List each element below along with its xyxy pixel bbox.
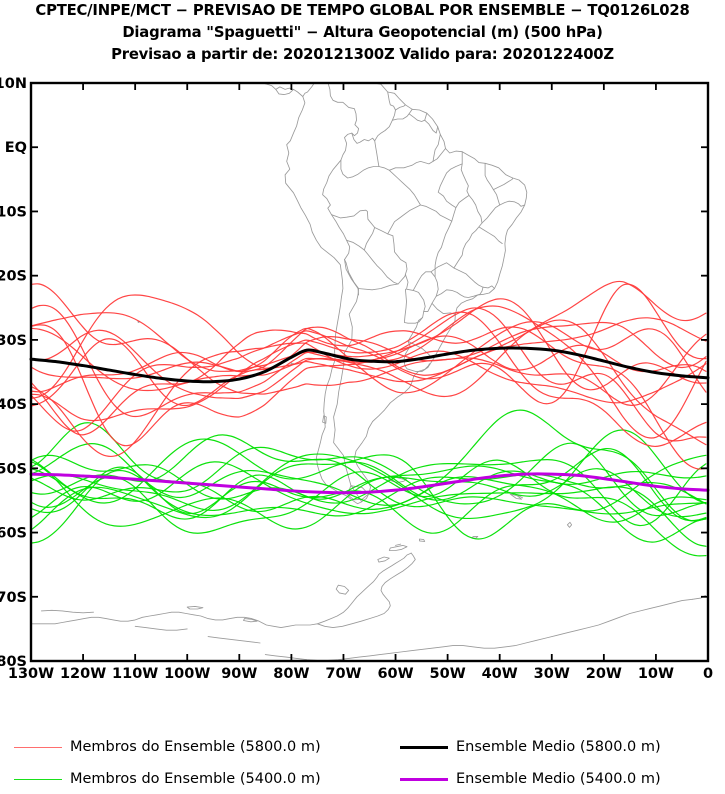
legend-label: Membros do Ensemble (5800.0 m) — [70, 739, 321, 755]
ensemble-member-5800 — [30, 280, 707, 398]
ensemble-member-5800 — [30, 321, 707, 394]
header-line-1: CPTEC/INPE/MCT − PREVISAO DE TEMPO GLOBA… — [35, 2, 690, 19]
y-tick-label: 60S — [0, 526, 27, 542]
y-tick-label: 80S — [0, 654, 27, 670]
chart-header: CPTEC/INPE/MCT − PREVISAO DE TEMPO GLOBA… — [0, 0, 725, 63]
x-tick-label: 80W — [273, 666, 309, 682]
coastline-layer — [30, 82, 706, 661]
map-chart-svg: 130W 120W 110W 100W 90W 80W 70W 60W 50W 40W 30W 20W… — [0, 76, 713, 682]
legend-color-swatch — [14, 746, 62, 748]
legend-item: Membros do Ensemble (5400.0 m) — [14, 764, 321, 794]
ensemble-member-5800 — [30, 326, 707, 470]
header-line-3: Previsao a partir de: 2020121300Z Valido… — [111, 46, 614, 63]
chart-legend: Membros do Ensemble (5800.0 m) Ensemble M… — [0, 700, 725, 792]
legend-color-swatch — [400, 777, 448, 781]
x-tick-label: 120W — [60, 666, 106, 682]
y-tick-label: EQ — [5, 140, 27, 156]
ensemble-member-5800 — [30, 294, 707, 406]
ensemble-member-5800 — [30, 342, 707, 458]
y-tick-label: 10S — [0, 204, 27, 220]
ensemble-member-5400 — [30, 429, 707, 520]
ensemble-member-5400 — [30, 461, 707, 547]
legend-color-swatch — [14, 778, 62, 780]
legend-label: Membros do Ensemble (5400.0 m) — [70, 771, 321, 787]
x-tick-label: 130W — [8, 666, 54, 682]
ensemble-member-5800 — [30, 283, 707, 395]
members-5400-layer — [30, 409, 707, 557]
legend-label: Ensemble Medio (5400.0 m) — [456, 771, 661, 787]
x-tick-label: 40W — [482, 666, 518, 682]
x-tick-label: 20W — [586, 666, 622, 682]
legend-color-swatch — [400, 745, 448, 749]
legend-item: Ensemble Medio (5400.0 m) — [400, 764, 661, 794]
y-tick-label: 10N — [0, 76, 27, 92]
y-axis-tick-labels: 10N EQ 10S 20S 30S 40S 50S 60S 70S 80S — [0, 76, 27, 670]
legend-row: Membros do Ensemble (5800.0 m) Ensemble M… — [0, 732, 725, 762]
header-line-2: Diagrama "Spaguetti" − Altura Geopotenci… — [122, 24, 603, 41]
x-tick-label: 10W — [638, 666, 674, 682]
legend-item: Ensemble Medio (5800.0 m) — [400, 732, 661, 762]
y-tick-label: 20S — [0, 269, 27, 285]
ensemble-member-5400 — [30, 459, 707, 557]
plot-area: 130W 120W 110W 100W 90W 80W 70W 60W 50W 40W 30W 20W… — [0, 76, 713, 682]
ensemble-member-5400 — [30, 442, 707, 517]
y-tick-label: 30S — [0, 333, 27, 349]
ensemble-member-5400 — [30, 458, 707, 520]
mean-5800-line — [29, 346, 710, 384]
ensemble-member-5400 — [30, 409, 707, 522]
mean-5400-line — [29, 472, 710, 495]
legend-row: Membros do Ensemble (5400.0 m) Ensemble M… — [0, 764, 725, 794]
legend-label: Ensemble Medio (5800.0 m) — [456, 739, 661, 755]
x-tick-label: 50W — [430, 666, 466, 682]
ensemble-mean-5400-path — [29, 472, 710, 495]
x-tick-label: 90W — [221, 666, 257, 682]
y-tick-label: 70S — [0, 590, 27, 606]
x-axis-tick-labels: 130W 120W 110W 100W 90W 80W 70W 60W 50W 40W 30W 20W… — [8, 666, 713, 682]
x-tick-label: 100W — [164, 666, 210, 682]
x-tick-label: 70W — [325, 666, 361, 682]
x-tick-label: 110W — [112, 666, 158, 682]
ensemble-member-5800 — [30, 298, 707, 418]
axis-ticks — [30, 82, 709, 662]
y-tick-label: 50S — [0, 461, 27, 477]
x-tick-label: 60W — [377, 666, 413, 682]
legend-item: Membros do Ensemble (5800.0 m) — [14, 732, 321, 762]
ensemble-mean-5800-path — [29, 346, 710, 384]
y-tick-label: 40S — [0, 397, 27, 413]
axis-frame — [29, 81, 710, 663]
x-tick-label: 0 — [703, 666, 713, 682]
ensemble-member-5800 — [30, 283, 707, 432]
ensemble-member-5400 — [30, 454, 707, 540]
x-tick-label: 30W — [534, 666, 570, 682]
